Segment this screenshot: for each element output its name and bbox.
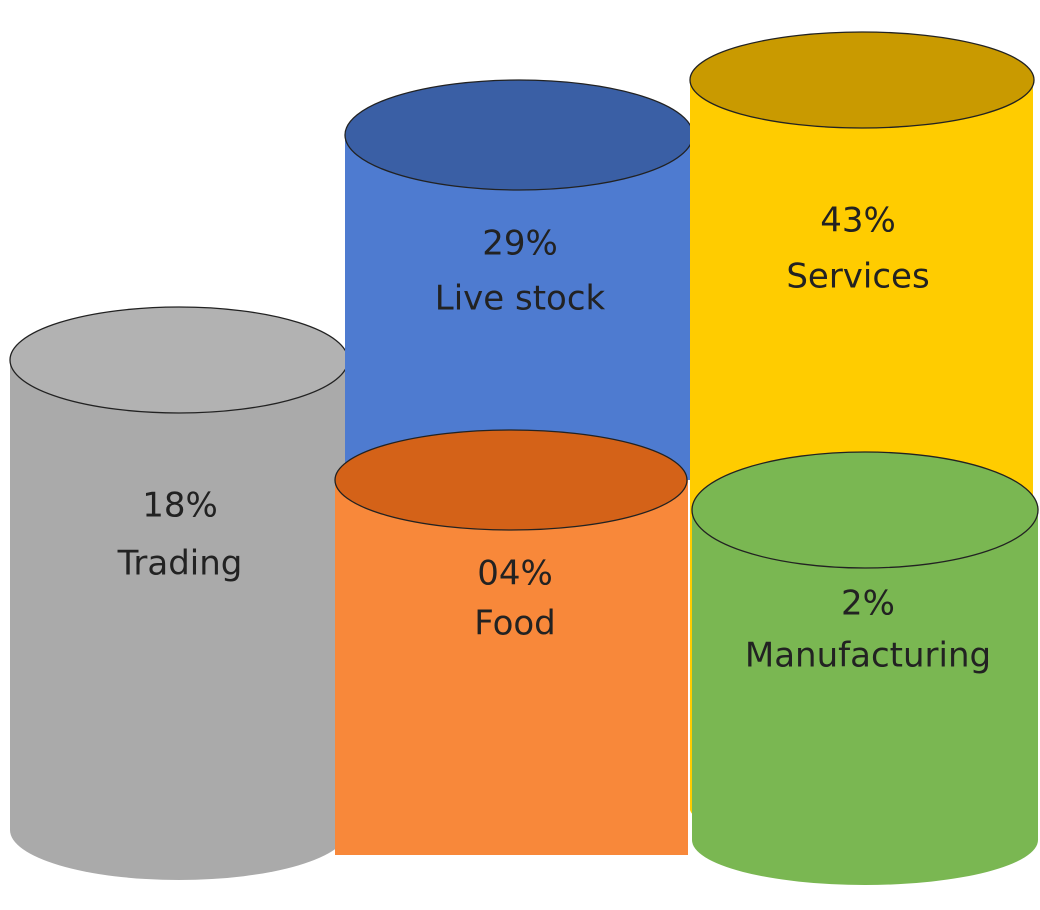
cylinder-body (10, 360, 348, 880)
cylinder-body (335, 480, 688, 855)
node-percent: 2% (841, 584, 895, 624)
cylinder-food: 04% Food (334, 429, 688, 855)
node-label: Manufacturing (745, 636, 991, 676)
cylinder-manufacturing: 2% Manufacturing (691, 451, 1039, 885)
cylinder-body (345, 135, 693, 480)
cylinder-top (334, 429, 688, 531)
node-label: Live stock (435, 279, 606, 319)
node-percent: 18% (142, 486, 218, 526)
cylinder-top (9, 306, 349, 414)
node-percent: 43% (820, 201, 896, 241)
node-label: Services (786, 257, 929, 297)
cylinder-top (691, 451, 1039, 569)
node-label: Food (474, 604, 556, 644)
cylinder-body (692, 510, 1038, 885)
node-percent: 04% (477, 554, 553, 594)
cylinder-live-stock: 29% Live stock (344, 79, 694, 480)
node-label: Trading (117, 544, 243, 584)
cylinder-trading: 18% Trading (9, 306, 349, 880)
cylinder-top (689, 31, 1035, 129)
node-percent: 29% (482, 224, 558, 264)
cylinder-top (344, 79, 694, 191)
